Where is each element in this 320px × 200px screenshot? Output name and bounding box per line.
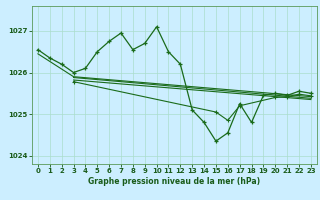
X-axis label: Graphe pression niveau de la mer (hPa): Graphe pression niveau de la mer (hPa) <box>88 177 260 186</box>
